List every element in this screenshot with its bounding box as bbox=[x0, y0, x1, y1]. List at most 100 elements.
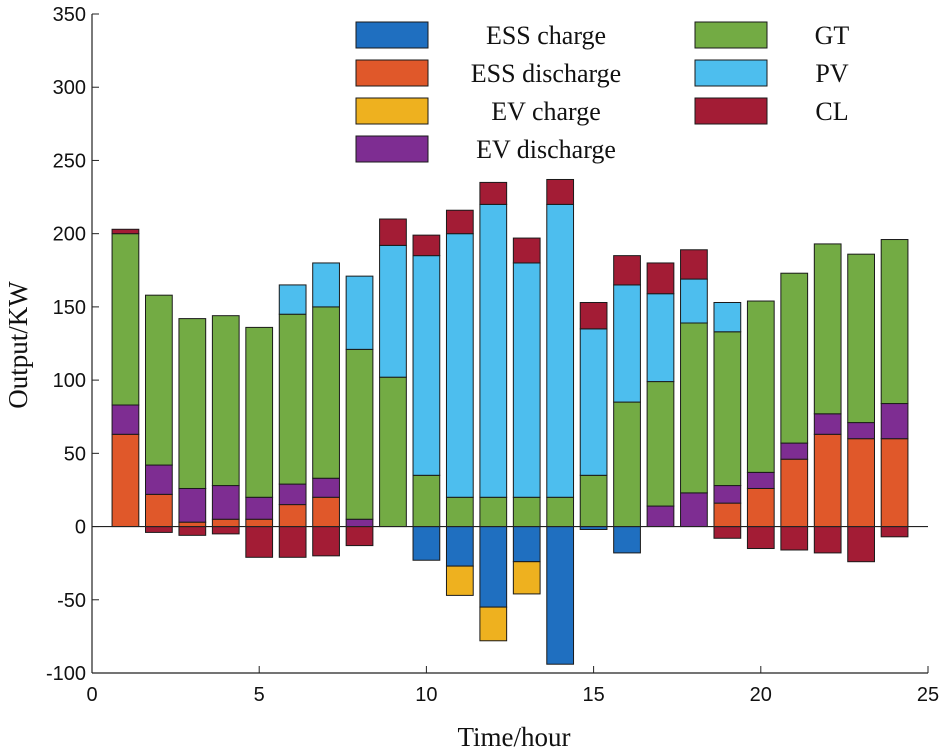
bar-cl-10 bbox=[412, 234, 441, 257]
bar-ev-discharge-6 bbox=[278, 483, 307, 506]
legend: ESS charge ESS discharge EV charge EV disch… bbox=[355, 21, 850, 164]
bar-ess-discharge-6 bbox=[278, 504, 307, 528]
bar-gt-16 bbox=[613, 401, 641, 528]
bar-ev-discharge-8 bbox=[345, 518, 374, 528]
bar-ev-discharge-20 bbox=[746, 471, 775, 489]
legend-label-ev-discharge: EV discharge bbox=[476, 135, 616, 164]
x-tick-label-10: 10 bbox=[415, 684, 437, 706]
bar-cl-8 bbox=[345, 526, 374, 547]
bar-pv-12 bbox=[479, 203, 508, 498]
legend-swatch-ess-charge bbox=[355, 21, 429, 49]
bar-ess-discharge-1 bbox=[111, 433, 140, 528]
bar-cl-2 bbox=[145, 526, 173, 533]
x-tick-label-15: 15 bbox=[582, 684, 604, 706]
legend-swatch-cl bbox=[694, 97, 768, 125]
bar-cl-14 bbox=[546, 178, 575, 205]
bar-cl-1 bbox=[111, 228, 140, 235]
bar-ess-discharge-4 bbox=[211, 518, 240, 528]
bar-gt-13 bbox=[512, 496, 541, 528]
bar-gt-6 bbox=[278, 313, 307, 485]
bar-ev-charge-11 bbox=[445, 565, 474, 596]
x-tick-label-5: 5 bbox=[254, 684, 265, 706]
bar-ess-discharge-19 bbox=[713, 502, 742, 528]
bar-ev-charge-13 bbox=[512, 561, 541, 595]
y-tick-label--50: -50 bbox=[57, 590, 86, 612]
bar-gt-9 bbox=[379, 376, 407, 528]
bar-cl-19 bbox=[713, 526, 742, 539]
bar-pv-11 bbox=[445, 233, 474, 498]
bar-ev-discharge-21 bbox=[780, 442, 809, 460]
bar-ess-discharge-22 bbox=[813, 433, 842, 528]
bar-cl-4 bbox=[211, 526, 240, 535]
bar-ev-discharge-17 bbox=[646, 505, 675, 528]
y-tick-label-100: 100 bbox=[53, 370, 86, 392]
bar-ess-discharge-2 bbox=[145, 493, 173, 528]
bar-pv-15 bbox=[579, 328, 608, 476]
bar-ev-discharge-3 bbox=[178, 487, 207, 523]
bar-gt-19 bbox=[713, 331, 742, 487]
bar-gt-15 bbox=[579, 474, 608, 528]
bar-gt-3 bbox=[178, 318, 207, 489]
bar-cl-20 bbox=[746, 526, 775, 550]
bar-ess-charge-10 bbox=[412, 526, 441, 561]
y-tick-label-250: 250 bbox=[53, 150, 86, 172]
bar-pv-7 bbox=[312, 262, 340, 308]
bar-ess-charge-12 bbox=[479, 526, 508, 608]
bar-ess-charge-11 bbox=[445, 526, 474, 567]
bar-cl-16 bbox=[613, 255, 641, 286]
bar-cl-7 bbox=[312, 526, 340, 557]
bar-gt-1 bbox=[111, 233, 140, 406]
bar-ev-discharge-4 bbox=[211, 485, 240, 520]
bar-cl-3 bbox=[178, 526, 207, 536]
bar-gt-22 bbox=[813, 243, 842, 415]
bar-gt-11 bbox=[445, 496, 474, 528]
bar-ev-discharge-2 bbox=[145, 464, 173, 495]
bar-cl-5 bbox=[245, 526, 274, 558]
bar-gt-12 bbox=[479, 496, 508, 528]
x-tick-label-20: 20 bbox=[750, 684, 772, 706]
bars-layer bbox=[111, 178, 909, 665]
legend-swatch-pv bbox=[694, 59, 768, 87]
bar-gt-23 bbox=[847, 253, 875, 424]
bar-ess-discharge-21 bbox=[780, 458, 809, 528]
bar-cl-11 bbox=[445, 209, 474, 235]
bar-ess-charge-14 bbox=[546, 526, 575, 665]
bar-gt-14 bbox=[546, 496, 575, 528]
bar-ev-discharge-24 bbox=[880, 403, 909, 440]
bar-pv-16 bbox=[613, 284, 641, 403]
y-tick-label-300: 300 bbox=[53, 77, 86, 99]
bar-gt-10 bbox=[412, 474, 441, 528]
bar-pv-6 bbox=[278, 284, 307, 315]
bar-gt-4 bbox=[211, 315, 240, 487]
y-tick-label-50: 50 bbox=[64, 443, 86, 465]
bar-gt-18 bbox=[680, 322, 708, 494]
legend-swatch-ev-discharge bbox=[355, 135, 429, 163]
legend-label-ess-discharge: ESS discharge bbox=[471, 59, 621, 88]
y-tick-label-200: 200 bbox=[53, 224, 86, 246]
y-tick-label--100: -100 bbox=[46, 663, 86, 685]
bar-gt-8 bbox=[345, 348, 374, 520]
bar-cl-24 bbox=[880, 526, 909, 538]
bar-pv-8 bbox=[345, 275, 374, 350]
bar-cl-21 bbox=[780, 526, 809, 551]
legend-label-gt: GT bbox=[815, 21, 850, 50]
bar-cl-17 bbox=[646, 262, 675, 295]
bar-gt-17 bbox=[646, 381, 675, 507]
y-tick-label-150: 150 bbox=[53, 297, 86, 319]
x-tick-label-25: 25 bbox=[917, 684, 939, 706]
legend-swatch-ev-charge bbox=[355, 97, 429, 125]
bar-ess-charge-13 bbox=[512, 526, 541, 563]
bar-cl-13 bbox=[512, 237, 541, 264]
x-axis-title: Time/hour bbox=[457, 722, 570, 752]
legend-label-cl: CL bbox=[815, 97, 848, 126]
bar-ev-discharge-5 bbox=[245, 496, 274, 520]
y-axis-title: Output/KW bbox=[3, 281, 33, 409]
bar-ev-charge-12 bbox=[479, 606, 508, 642]
legend-label-ess-charge: ESS charge bbox=[486, 21, 606, 50]
bar-cl-22 bbox=[813, 526, 842, 554]
bar-gt-21 bbox=[780, 272, 809, 444]
bar-pv-10 bbox=[412, 255, 441, 476]
bar-ess-discharge-23 bbox=[847, 438, 875, 528]
legend-swatch-ess-discharge bbox=[355, 59, 429, 87]
bar-pv-13 bbox=[512, 262, 541, 498]
